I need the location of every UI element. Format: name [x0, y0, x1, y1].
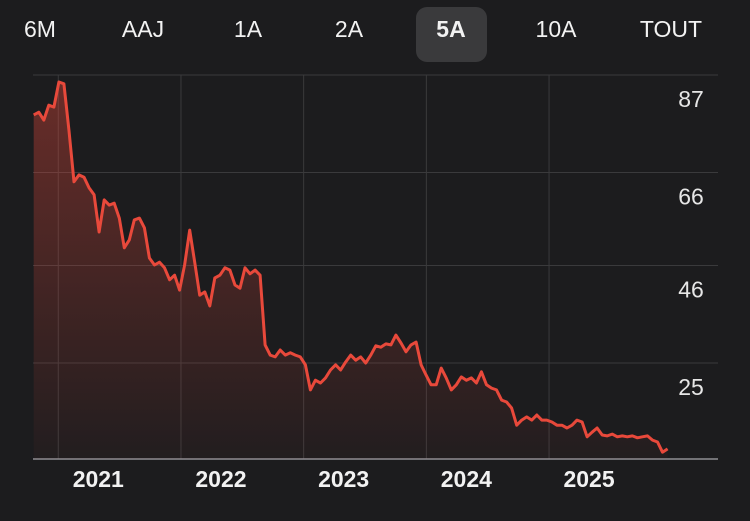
y-tick-label: 66 [678, 184, 704, 210]
tab[interactable]: 2A [335, 16, 364, 42]
area-fill [33, 82, 668, 459]
x-tick-label: 2022 [195, 466, 246, 492]
tab[interactable]: 5A [436, 16, 465, 42]
tab[interactable]: 1A [234, 16, 263, 42]
price-line [32, 80, 669, 454]
x-tick-label: 2023 [318, 466, 369, 492]
y-tick-label: 46 [678, 277, 704, 303]
selected-tab-bg [416, 7, 487, 62]
tab[interactable]: 6M [24, 16, 56, 42]
tab[interactable]: AAJ [122, 16, 164, 42]
tab[interactable]: TOUT [640, 16, 702, 42]
x-tick-label: 2021 [73, 466, 124, 492]
x-tick-label: 2024 [441, 466, 492, 492]
y-tick-label: 87 [678, 86, 704, 112]
x-tick-label: 2025 [563, 466, 614, 492]
tab[interactable]: 10A [536, 16, 578, 42]
y-tick-label: 25 [678, 374, 704, 400]
